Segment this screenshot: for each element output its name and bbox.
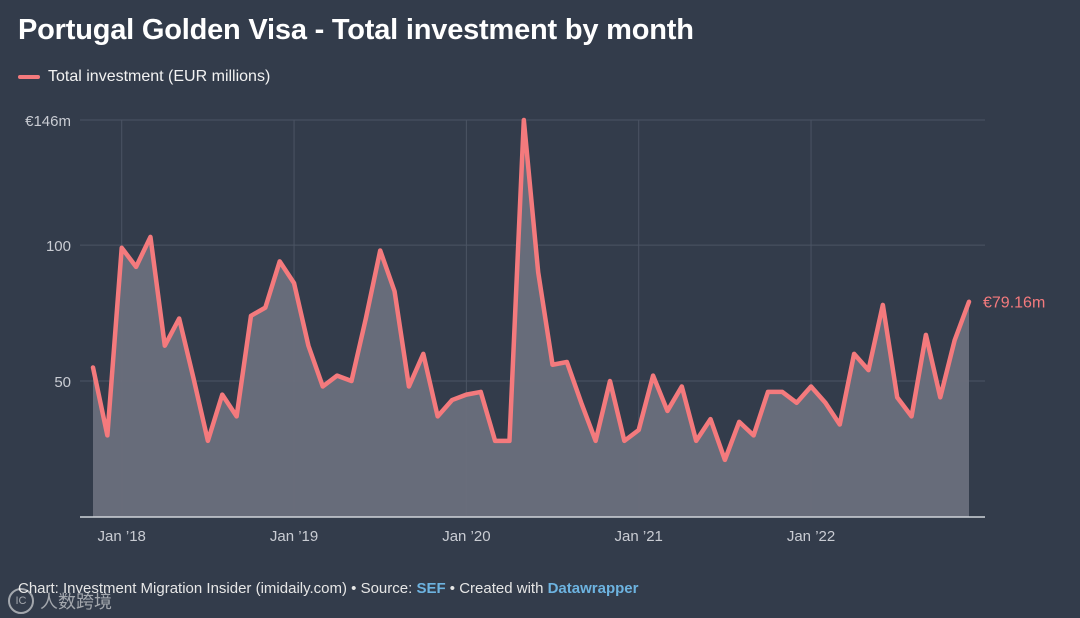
data-point (709, 417, 713, 421)
data-point (91, 365, 95, 369)
data-point (421, 352, 425, 356)
data-point (163, 344, 167, 348)
data-point (278, 259, 282, 263)
footer-credit: Chart: Investment Migration Insider (imi… (18, 580, 417, 597)
data-point (881, 303, 885, 307)
x-tick-label: Jan ’20 (442, 528, 490, 545)
x-tick-label: Jan ’18 (98, 528, 146, 545)
data-point (766, 390, 770, 394)
data-point (493, 439, 497, 443)
data-point (464, 393, 468, 397)
y-tick-label: 50 (54, 374, 71, 391)
data-point (967, 300, 971, 304)
data-point (823, 401, 827, 405)
data-point (263, 306, 267, 310)
data-point (364, 317, 368, 321)
chart-legend: Total investment (EUR millions) (18, 68, 270, 86)
data-point (680, 384, 684, 388)
data-point (938, 395, 942, 399)
data-point (737, 420, 741, 424)
data-point (536, 270, 540, 274)
data-point (335, 374, 339, 378)
data-point (565, 360, 569, 364)
data-point (953, 338, 957, 342)
datawrapper-link[interactable]: Datawrapper (547, 580, 639, 597)
data-point (450, 398, 454, 402)
data-point (378, 249, 382, 253)
data-point (622, 439, 626, 443)
series-line (90, 117, 972, 463)
x-tick-label: Jan ’19 (270, 528, 318, 545)
data-point (177, 317, 181, 321)
data-point (192, 376, 196, 380)
data-point (910, 414, 914, 418)
data-point (637, 428, 641, 432)
watermark: IC 人数跨境 (8, 588, 112, 614)
data-point (148, 235, 152, 239)
data-point (249, 314, 253, 318)
data-point (407, 384, 411, 388)
data-point (608, 379, 612, 383)
data-point (393, 289, 397, 293)
data-point (752, 433, 756, 437)
chart-footer: Chart: Investment Migration Insider (imi… (18, 580, 638, 597)
area-fill (93, 120, 969, 517)
data-point (852, 352, 856, 356)
data-point (694, 439, 698, 443)
data-point (306, 344, 310, 348)
data-point (220, 393, 224, 397)
data-point (795, 401, 799, 405)
x-tick-label: Jan ’21 (615, 528, 663, 545)
legend-line-swatch (18, 75, 40, 79)
data-point (838, 423, 842, 427)
footer-created: • Created with (445, 580, 548, 597)
data-point (120, 246, 124, 250)
data-point (292, 281, 296, 285)
data-point (723, 458, 727, 462)
data-point (507, 439, 511, 443)
data-point (479, 390, 483, 394)
y-tick-label: €146m (25, 113, 71, 130)
data-point (866, 368, 870, 372)
legend-label: Total investment (EUR millions) (48, 68, 271, 85)
end-value-label: €79.16m (983, 295, 1045, 312)
data-point (206, 439, 210, 443)
data-point (924, 333, 928, 337)
data-point (235, 414, 239, 418)
data-point (780, 390, 784, 394)
data-point (809, 384, 813, 388)
data-point (134, 265, 138, 269)
data-point (895, 395, 899, 399)
y-tick-label: 100 (46, 238, 71, 255)
chart-title: Portugal Golden Visa - Total investment … (18, 14, 694, 46)
watermark-text: 人数跨境 (40, 592, 112, 612)
watermark-logo-icon: IC (8, 588, 34, 614)
data-point (594, 439, 598, 443)
source-link[interactable]: SEF (416, 580, 446, 597)
data-point (349, 379, 353, 383)
data-point (105, 433, 109, 437)
data-point (651, 374, 655, 378)
data-point (665, 409, 669, 413)
data-point (436, 414, 440, 418)
data-point (579, 401, 583, 405)
data-point (321, 384, 325, 388)
data-point (551, 363, 555, 367)
data-point (522, 118, 526, 122)
x-tick-label: Jan ’22 (787, 528, 835, 545)
